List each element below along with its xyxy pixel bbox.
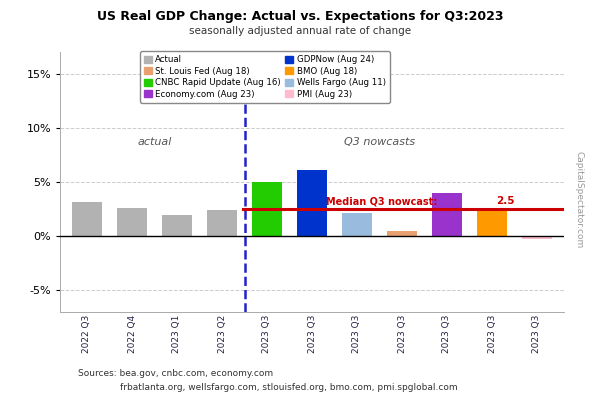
- Text: frbatlanta.org, wellsfargo.com, stlouisfed.org, bmo.com, pmi.spglobal.com: frbatlanta.org, wellsfargo.com, stlouisf…: [120, 383, 458, 392]
- Bar: [343, 214, 371, 236]
- Text: US Real GDP Change: Actual vs. Expectations for Q3:2023: US Real GDP Change: Actual vs. Expectati…: [97, 10, 503, 23]
- Legend: Actual, St. Louis Fed (Aug 18), CNBC Rapid Update (Aug 16), Economy.com (Aug 23): Actual, St. Louis Fed (Aug 18), CNBC Rap…: [140, 51, 390, 103]
- Bar: [208, 210, 236, 236]
- Text: 2.5: 2.5: [497, 196, 515, 206]
- Bar: [253, 182, 281, 236]
- Bar: [523, 236, 551, 240]
- Text: Q3 nowcasts: Q3 nowcasts: [344, 137, 415, 147]
- Bar: [433, 193, 461, 236]
- Bar: [388, 231, 416, 236]
- Text: Sources: bea.gov, cnbc.com, economy.com: Sources: bea.gov, cnbc.com, economy.com: [78, 369, 273, 378]
- Text: CapitalSpectator.com: CapitalSpectator.com: [575, 151, 583, 249]
- Bar: [163, 214, 191, 236]
- Text: Median Q3 nowcast:: Median Q3 nowcast:: [325, 196, 437, 206]
- Bar: [478, 210, 506, 236]
- Text: actual: actual: [137, 137, 172, 147]
- Bar: [73, 202, 101, 236]
- Text: seasonally adjusted annual rate of change: seasonally adjusted annual rate of chang…: [189, 26, 411, 36]
- Bar: [118, 208, 146, 236]
- Bar: [298, 170, 326, 236]
